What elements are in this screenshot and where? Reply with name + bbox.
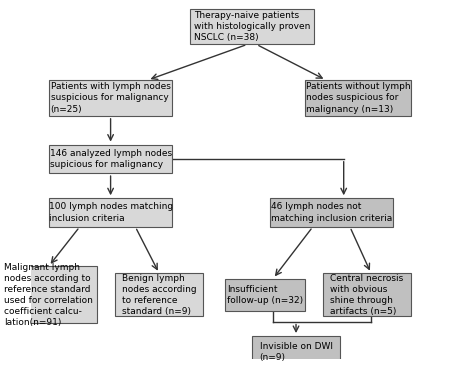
FancyBboxPatch shape: [270, 198, 393, 227]
Text: Central necrosis
with obvious
shine through
artifacts (n=5): Central necrosis with obvious shine thro…: [330, 274, 403, 316]
FancyBboxPatch shape: [225, 279, 305, 311]
Text: Invisible on DWI
(n=9): Invisible on DWI (n=9): [260, 342, 333, 362]
FancyBboxPatch shape: [115, 273, 203, 316]
Text: Patients with lymph nodes
suspicious for malignancy
(n=25): Patients with lymph nodes suspicious for…: [51, 82, 171, 114]
FancyBboxPatch shape: [322, 273, 411, 316]
Text: Malignant lymph
nodes according to
reference standard
used for correlation
coeff: Malignant lymph nodes according to refer…: [4, 262, 93, 327]
FancyBboxPatch shape: [0, 266, 97, 323]
FancyBboxPatch shape: [49, 80, 173, 116]
Text: 46 lymph nodes not
matching inclusion criteria: 46 lymph nodes not matching inclusion cr…: [271, 203, 392, 223]
FancyBboxPatch shape: [252, 336, 340, 365]
Text: Therapy-naive patients
with histologically proven
NSCLC (n=38): Therapy-naive patients with histological…: [194, 11, 310, 42]
FancyBboxPatch shape: [49, 198, 173, 227]
Text: Patients without lymph
nodes suspicious for
malignancy (n=13): Patients without lymph nodes suspicious …: [306, 82, 410, 114]
FancyBboxPatch shape: [190, 8, 314, 44]
Text: 146 analyzed lymph nodes
supicious for malignancy: 146 analyzed lymph nodes supicious for m…: [50, 149, 172, 169]
FancyBboxPatch shape: [305, 80, 411, 116]
FancyBboxPatch shape: [49, 145, 173, 173]
Text: 100 lymph nodes matching
inclusion criteria: 100 lymph nodes matching inclusion crite…: [48, 203, 173, 223]
Text: Insufficient
follow-up (n=32): Insufficient follow-up (n=32): [227, 285, 303, 305]
Text: Benign lymph
nodes according
to reference
standard (n=9): Benign lymph nodes according to referenc…: [122, 274, 197, 316]
